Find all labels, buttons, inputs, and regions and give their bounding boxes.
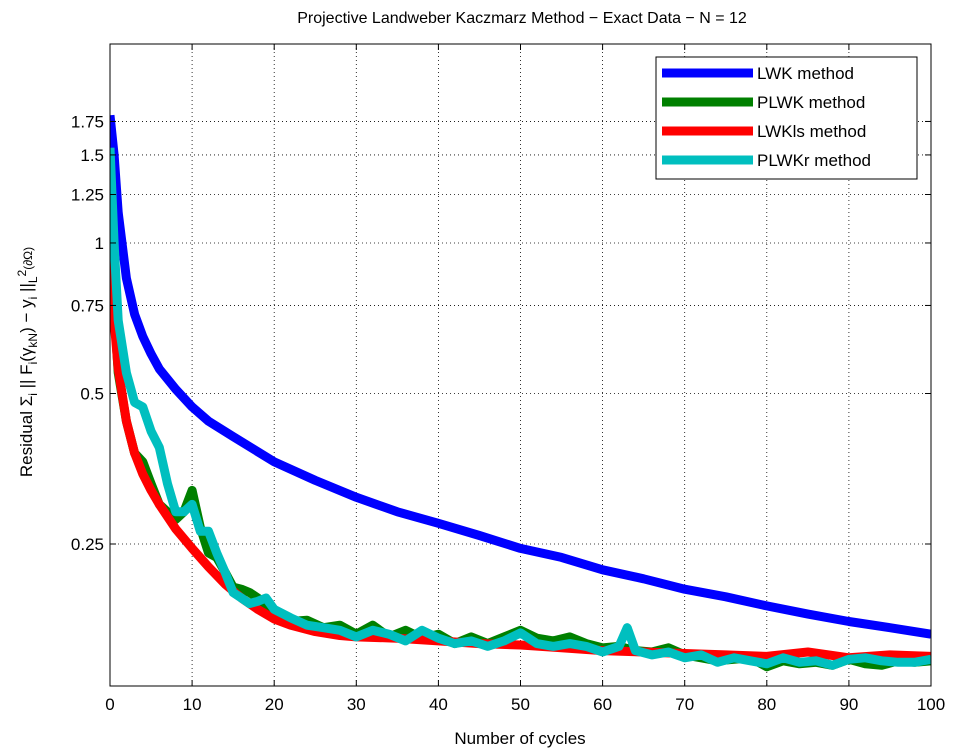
x-tick-label: 20 <box>265 695 284 714</box>
x-tick-label: 30 <box>347 695 366 714</box>
y-tick-label: 1.25 <box>71 186 104 205</box>
x-tick-label: 80 <box>757 695 776 714</box>
x-tick-label: 50 <box>511 695 530 714</box>
y-tick-label: 1 <box>95 234 104 253</box>
y-tick-label: 0.5 <box>80 384 104 403</box>
legend-label: PLWKr method <box>757 151 871 170</box>
axis-ticks: 0 10 20 30 40 50 60 70 80 90 100 0.25 0.5 0.75 1 1.25 1.… <box>71 44 945 714</box>
x-axis-label: Number of cycles <box>454 729 585 748</box>
y-tick-label: 0.25 <box>71 535 104 554</box>
x-tick-label: 90 <box>839 695 858 714</box>
series-line-lwkls-method <box>110 253 931 663</box>
legend-label: LWK method <box>757 64 854 83</box>
series-line-lwk-method <box>110 114 931 639</box>
series-lines <box>110 114 931 672</box>
x-tick-label: 0 <box>105 695 114 714</box>
y-tick-label: 1.5 <box>80 146 104 165</box>
x-tick-label: 10 <box>183 695 202 714</box>
y-axis-label: Residual Σi || Fi(γkN) − yi ||L2(∂Ω) <box>15 247 40 477</box>
x-tick-label: 60 <box>593 695 612 714</box>
y-tick-label: 1.75 <box>71 112 104 131</box>
chart-title: Projective Landweber Kaczmarz Method − E… <box>297 10 747 27</box>
x-tick-label: 70 <box>675 695 694 714</box>
x-tick-label: 40 <box>429 695 448 714</box>
x-tick-label: 100 <box>917 695 945 714</box>
y-tick-label: 0.75 <box>71 296 104 315</box>
legend: LWK method PLWK method LWKls method PLWKr m… <box>655 56 918 180</box>
legend-label: PLWK method <box>757 93 865 112</box>
grid <box>110 44 931 686</box>
legend-label: LWKls method <box>757 122 866 141</box>
series-line-plwkr-method <box>110 147 931 670</box>
